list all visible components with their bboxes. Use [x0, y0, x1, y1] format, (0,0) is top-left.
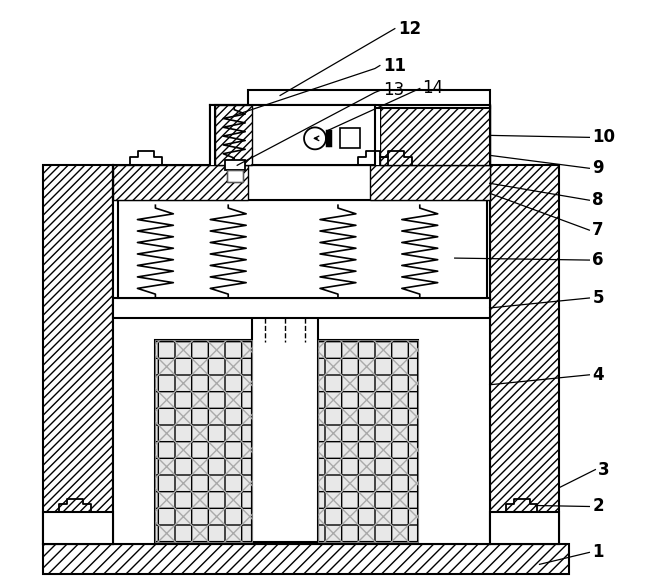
Bar	[43, 544, 569, 574]
Bar	[155, 340, 252, 542]
Bar	[113, 166, 490, 544]
Text: 7: 7	[593, 221, 604, 239]
Bar	[340, 129, 360, 149]
Bar	[155, 340, 252, 542]
Bar	[318, 340, 418, 542]
Bar	[113, 298, 490, 318]
Bar	[380, 106, 490, 166]
Bar	[118, 200, 487, 298]
Bar	[490, 166, 560, 544]
Text: 1: 1	[593, 544, 604, 561]
Bar	[227, 170, 243, 183]
Text: 5: 5	[593, 289, 604, 307]
Bar	[43, 512, 113, 544]
Text: 3: 3	[598, 461, 610, 478]
Text: 9: 9	[593, 159, 604, 177]
Text: 11: 11	[383, 56, 406, 75]
Bar	[113, 166, 248, 200]
Text: 4: 4	[593, 366, 604, 384]
Bar	[215, 106, 252, 166]
Bar	[113, 166, 490, 200]
Text: 8: 8	[593, 191, 604, 209]
Text: 2: 2	[593, 498, 604, 515]
Text: 12: 12	[398, 19, 421, 38]
Text: 14: 14	[422, 79, 443, 97]
Bar	[490, 512, 560, 544]
Bar	[215, 106, 375, 166]
Bar	[370, 166, 490, 200]
Bar	[225, 160, 245, 170]
Bar	[43, 166, 113, 544]
Text: 10: 10	[593, 129, 615, 146]
Bar	[227, 170, 243, 183]
Text: 6: 6	[593, 251, 604, 269]
Bar	[252, 298, 318, 542]
Bar	[248, 90, 490, 109]
Bar	[210, 106, 490, 166]
Text: 13: 13	[383, 82, 404, 99]
Bar	[318, 340, 418, 542]
Bar	[210, 106, 380, 166]
